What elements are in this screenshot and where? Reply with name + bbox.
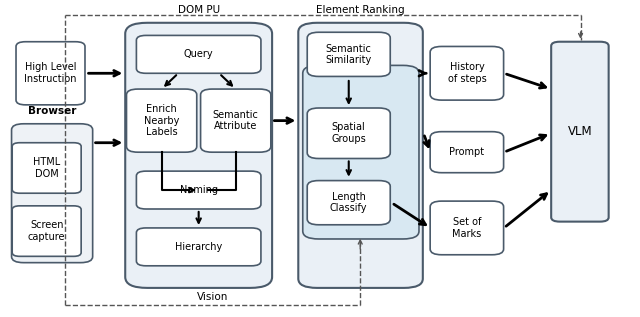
- Text: Set of
Marks: Set of Marks: [452, 217, 481, 239]
- Text: High Level
Instruction: High Level Instruction: [24, 62, 77, 84]
- Text: Browser: Browser: [28, 106, 76, 116]
- FancyBboxPatch shape: [127, 89, 196, 152]
- FancyBboxPatch shape: [430, 132, 504, 173]
- Text: Hierarchy: Hierarchy: [175, 242, 222, 252]
- Text: Prompt: Prompt: [449, 147, 484, 157]
- Text: Enrich
Nearby
Labels: Enrich Nearby Labels: [144, 104, 179, 137]
- Text: Element Ranking: Element Ranking: [316, 5, 405, 15]
- FancyBboxPatch shape: [307, 181, 390, 225]
- Text: HTML
DOM: HTML DOM: [33, 157, 60, 179]
- FancyBboxPatch shape: [136, 228, 261, 266]
- FancyBboxPatch shape: [298, 23, 423, 288]
- Text: History
of steps: History of steps: [447, 62, 486, 84]
- Text: Semantic
Attribute: Semantic Attribute: [212, 110, 259, 132]
- Text: DOM PU: DOM PU: [178, 5, 220, 15]
- Text: Semantic
Similarity: Semantic Similarity: [326, 43, 372, 65]
- Text: Query: Query: [184, 49, 214, 59]
- FancyBboxPatch shape: [551, 42, 609, 222]
- Text: Spatial
Groups: Spatial Groups: [332, 122, 366, 144]
- FancyBboxPatch shape: [12, 206, 81, 256]
- FancyBboxPatch shape: [303, 65, 419, 239]
- Text: Screen
capture: Screen capture: [28, 220, 65, 242]
- Text: Vision: Vision: [196, 292, 228, 302]
- FancyBboxPatch shape: [200, 89, 271, 152]
- FancyBboxPatch shape: [136, 171, 261, 209]
- FancyBboxPatch shape: [430, 201, 504, 255]
- FancyBboxPatch shape: [307, 32, 390, 76]
- Text: VLM: VLM: [568, 125, 592, 138]
- Text: Naming: Naming: [180, 185, 218, 195]
- FancyBboxPatch shape: [136, 36, 261, 73]
- FancyBboxPatch shape: [430, 47, 504, 100]
- FancyBboxPatch shape: [12, 143, 81, 193]
- FancyBboxPatch shape: [125, 23, 272, 288]
- FancyBboxPatch shape: [16, 42, 85, 105]
- FancyBboxPatch shape: [307, 108, 390, 158]
- Text: Length
Classify: Length Classify: [330, 192, 367, 213]
- FancyBboxPatch shape: [12, 124, 93, 263]
